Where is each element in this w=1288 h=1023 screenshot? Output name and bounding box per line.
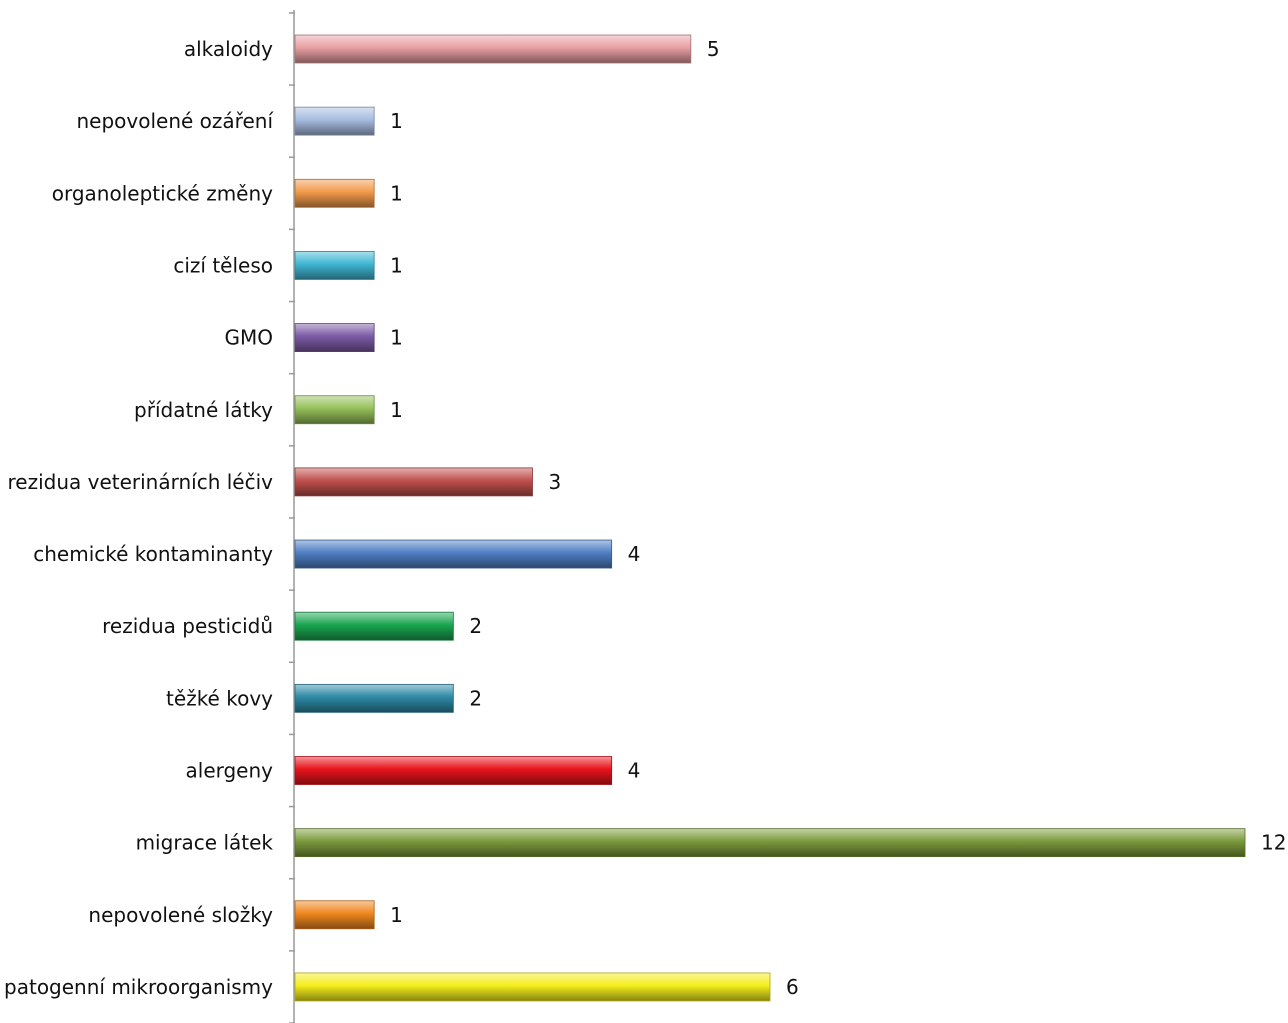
- category-label: cizí těleso: [173, 253, 273, 277]
- category-label: alergeny: [186, 759, 274, 783]
- value-labels: 5 1 1 1 1 1 3 4 2 2 4 12 1 6: [390, 37, 1286, 999]
- value-label: 4: [628, 759, 641, 783]
- value-label: 2: [469, 686, 482, 710]
- bars: [294, 34, 1246, 1002]
- category-labels: alkaloidy nepovolené ozáření organoleptick…: [4, 37, 274, 999]
- value-label: 4: [628, 542, 641, 566]
- value-label: 1: [390, 109, 403, 133]
- bar: [294, 900, 375, 930]
- category-label: nepovolené složky: [88, 903, 273, 927]
- value-label: 1: [390, 181, 403, 205]
- bar: [294, 323, 375, 353]
- category-label: rezidua veterinárních léčiv: [7, 470, 273, 494]
- category-label: těžké kovy: [166, 686, 273, 710]
- value-label: 6: [786, 975, 799, 999]
- category-label: GMO: [225, 326, 274, 350]
- bar: [294, 395, 375, 425]
- category-label: chemické kontaminanty: [33, 542, 273, 566]
- category-label: alkaloidy: [184, 37, 273, 61]
- category-label: migrace látek: [136, 831, 274, 855]
- bar: [294, 178, 375, 208]
- value-label: 12: [1261, 831, 1286, 855]
- value-label: 1: [390, 326, 403, 350]
- value-label: 1: [390, 253, 403, 277]
- bar: [294, 611, 454, 641]
- bar: [294, 972, 771, 1002]
- value-label: 1: [390, 903, 403, 927]
- value-label: 5: [707, 37, 720, 61]
- bar: [294, 106, 375, 136]
- value-label: 3: [549, 470, 562, 494]
- bar: [294, 467, 533, 497]
- category-label: organoleptické změny: [52, 181, 273, 205]
- value-label: 2: [469, 614, 482, 638]
- bar: [294, 34, 692, 64]
- bar: [294, 539, 613, 569]
- bar: [294, 251, 375, 280]
- category-label: nepovolené ozáření: [77, 109, 275, 133]
- value-label: 1: [390, 398, 403, 422]
- bar: [294, 828, 1246, 858]
- bar: [294, 683, 454, 713]
- category-label: přídatné látky: [134, 398, 273, 422]
- category-label: rezidua pesticidů: [102, 614, 273, 638]
- axis-ticks: [289, 12, 295, 1023]
- category-label: patogenní mikroorganismy: [4, 975, 273, 999]
- bar: [294, 756, 613, 785]
